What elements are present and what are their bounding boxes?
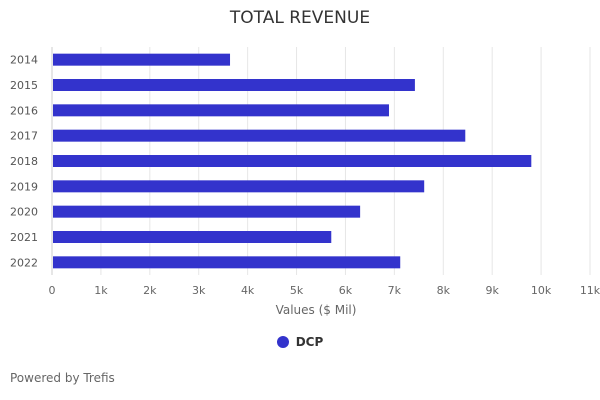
x-tick-label: 9k [485, 284, 499, 297]
y-tick-label: 2018 [10, 155, 38, 168]
legend-label: DCP [295, 335, 324, 349]
bar[interactable] [53, 205, 361, 218]
x-tick-label: 3k [192, 284, 206, 297]
x-tick-label: 0 [49, 284, 56, 297]
y-tick-label: 2021 [10, 231, 38, 244]
x-tick-label: 6k [339, 284, 353, 297]
bar[interactable] [53, 129, 466, 142]
y-tick-label: 2022 [10, 256, 38, 269]
x-tick-label: 8k [437, 284, 451, 297]
bar[interactable] [53, 79, 415, 91]
legend-marker [276, 336, 289, 348]
y-tick-label: 2017 [10, 130, 38, 143]
x-tick-label: 11k [580, 284, 600, 297]
bar[interactable] [53, 155, 532, 167]
y-tick-label: 2019 [10, 180, 38, 193]
x-tick-label: 4k [241, 284, 255, 297]
bar[interactable] [53, 231, 332, 243]
y-tick-label: 2015 [10, 79, 38, 92]
powered-by: Powered by Trefis [10, 371, 115, 385]
bar[interactable] [53, 53, 231, 66]
x-tick-label: 2k [143, 284, 157, 297]
bar[interactable] [53, 104, 389, 117]
x-tick-label: 5k [290, 284, 304, 297]
y-tick-label: 2016 [10, 104, 38, 117]
x-tick-label: 1k [94, 284, 108, 297]
bar[interactable] [53, 256, 401, 269]
chart-title: TOTAL REVENUE [229, 8, 371, 28]
bar[interactable] [53, 180, 425, 193]
legend[interactable]: DCP [0, 335, 600, 349]
y-tick-label: 2020 [10, 206, 38, 219]
x-tick-label: 10k [531, 284, 552, 297]
x-axis-label: Values ($ Mil) [276, 303, 357, 317]
x-tick-label: 7k [388, 284, 402, 297]
y-tick-label: 2014 [10, 54, 38, 67]
